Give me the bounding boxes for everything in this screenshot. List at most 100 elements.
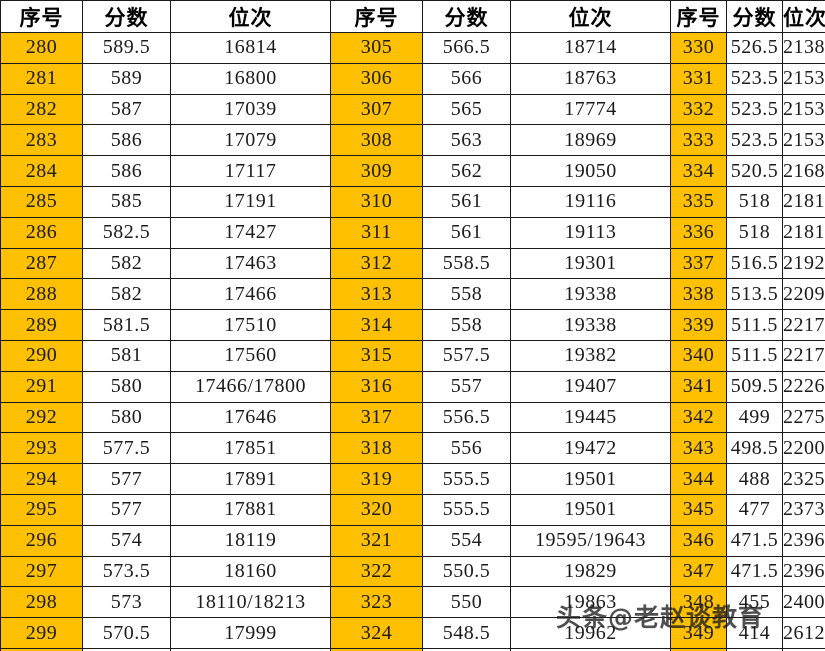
cell-score: 570.5 xyxy=(82,617,171,649)
cell-index: 289 xyxy=(0,309,83,341)
cell-rank: 18110/18213 xyxy=(170,586,331,619)
cell-index: 347 xyxy=(670,555,727,588)
cell-rank: 24000 xyxy=(782,586,825,619)
cell-index: 285 xyxy=(0,185,83,218)
cell-score: 586 xyxy=(82,155,171,187)
cell-score: 558 xyxy=(422,309,511,341)
cell-index: 286 xyxy=(0,216,83,249)
cell-score: 563 xyxy=(422,124,511,157)
cell-rank: 21537 xyxy=(782,124,825,157)
cell-rank: 19382 xyxy=(510,339,671,372)
cell-score: 557 xyxy=(422,370,511,403)
cell-index: 339 xyxy=(670,309,727,341)
cell-rank: 23730 xyxy=(782,493,825,526)
cell-index: 312 xyxy=(330,247,423,280)
cell-score: 555.5 xyxy=(422,463,511,495)
cell-score: 471.5 xyxy=(726,524,783,557)
cell-score: 585 xyxy=(82,185,171,218)
cell-score: 561 xyxy=(422,185,511,218)
cell-score: 548.5 xyxy=(422,617,511,649)
cell-index: 310 xyxy=(330,185,423,218)
cell-index: 331 xyxy=(670,62,727,95)
cell-index: 282 xyxy=(0,93,83,126)
cell-score: 471.5 xyxy=(726,555,783,588)
cell-index: 334 xyxy=(670,155,727,187)
cell-score: 555.5 xyxy=(422,493,511,526)
header-score-1: 分数 xyxy=(82,0,171,33)
cell-index: 335 xyxy=(670,185,727,218)
cell-index: 337 xyxy=(670,247,727,280)
cell-rank: 21537 xyxy=(782,93,825,126)
cell-score: 557.5 xyxy=(422,339,511,372)
cell-index: 297 xyxy=(0,555,83,588)
cell-rank: 17510 xyxy=(170,309,331,341)
cell-index: 318 xyxy=(330,432,423,465)
cell-score: 562 xyxy=(422,155,511,187)
cell-score: 580 xyxy=(82,401,171,434)
cell-score: 509.5 xyxy=(726,370,783,403)
cell-index: 292 xyxy=(0,401,83,434)
cell-index: 307 xyxy=(330,93,423,126)
cell-index: 306 xyxy=(330,62,423,95)
cell-rank: 18714 xyxy=(510,32,671,64)
cell-rank: 19863 xyxy=(510,586,671,619)
cell-score: 589.5 xyxy=(82,32,171,64)
cell-rank: 19113 xyxy=(510,216,671,249)
cell-index: 316 xyxy=(330,370,423,403)
header-rank-3: 位次 xyxy=(782,0,825,33)
cell-score: 511.5 xyxy=(726,339,783,372)
header-score-2: 分数 xyxy=(422,0,511,33)
table-row: 30057020011325543.52028235059116666 xyxy=(0,647,825,651)
cell-rank: 19445 xyxy=(510,401,671,434)
cell-rank: 19472 xyxy=(510,432,671,465)
cell-rank: 22090 xyxy=(782,278,825,311)
cell-score: 518 xyxy=(726,216,783,249)
cell-rank: 19301 xyxy=(510,247,671,280)
cell-index: 305 xyxy=(330,32,423,64)
cell-index: 349 xyxy=(670,617,727,649)
table-header-row: 序号 分数 位次 序号 分数 位次 序号 分数 位次 xyxy=(0,0,825,33)
cell-rank: 21925 xyxy=(782,247,825,280)
cell-index: 283 xyxy=(0,124,83,157)
cell-rank: 21380 xyxy=(782,32,825,64)
cell-rank: 16800 xyxy=(170,62,331,95)
cell-index: 281 xyxy=(0,62,83,95)
cell-index: 345 xyxy=(670,493,727,526)
cell-score: 561 xyxy=(422,216,511,249)
cell-score: 550 xyxy=(422,586,511,619)
cell-index: 294 xyxy=(0,463,83,495)
cell-score: 577.5 xyxy=(82,432,171,465)
cell-score: 565 xyxy=(422,93,511,126)
cell-score: 556.5 xyxy=(422,401,511,434)
cell-index: 288 xyxy=(0,278,83,311)
cell-score: 580 xyxy=(82,370,171,403)
cell-rank: 21819 xyxy=(782,185,825,218)
cell-index: 342 xyxy=(670,401,727,434)
cell-rank: 19829 xyxy=(510,555,671,588)
cell-index: 295 xyxy=(0,493,83,526)
cell-rank: 17851 xyxy=(170,432,331,465)
cell-score: 498.5 xyxy=(726,432,783,465)
cell-score: 523.5 xyxy=(726,124,783,157)
cell-score: 516.5 xyxy=(726,247,783,280)
cell-index: 298 xyxy=(0,586,83,619)
cell-rank: 17191 xyxy=(170,185,331,218)
cell-rank: 17774 xyxy=(510,93,671,126)
cell-score: 586 xyxy=(82,124,171,157)
cell-rank: 17079 xyxy=(170,124,331,157)
cell-score: 523.5 xyxy=(726,93,783,126)
cell-index: 336 xyxy=(670,216,727,249)
table-row: 291 580 17466/17800 316 557 19407 341 509.5 2226… xyxy=(0,370,825,403)
cell-rank: 17427 xyxy=(170,216,331,249)
cell-rank: 17463 xyxy=(170,247,331,280)
